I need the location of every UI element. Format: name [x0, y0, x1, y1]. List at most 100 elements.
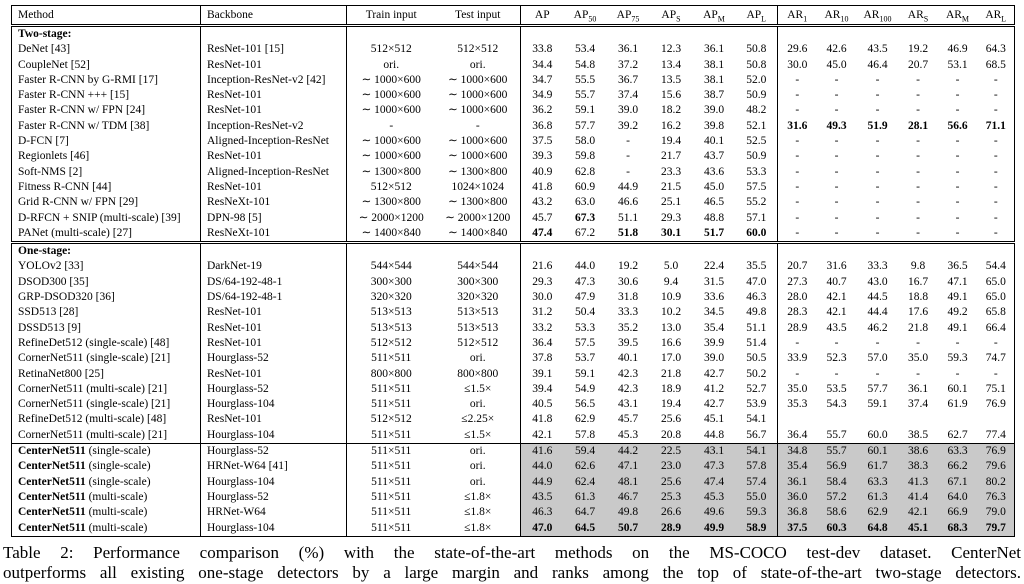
- column-header: AP: [520, 5, 564, 27]
- train-input-cell: ∼ 1000×600: [361, 104, 421, 117]
- metric-cell: -: [993, 165, 998, 178]
- train-input-cell: ∼ 1400×840: [361, 226, 421, 239]
- metric-cell: 50.7: [606, 520, 650, 537]
- metric-cell: -: [834, 89, 839, 102]
- test-input-cell: 513×513: [435, 320, 521, 336]
- metric-cell: 44.9: [520, 474, 564, 490]
- metric-cell: 60.9: [574, 180, 596, 193]
- train-input-cell: 511×511: [346, 443, 436, 460]
- metric-cell: 29.3: [660, 211, 682, 224]
- column-header: ARL: [977, 5, 1015, 27]
- train-input-cell: 511×511: [371, 382, 412, 395]
- metric-cell: -: [795, 89, 800, 102]
- metric-cell: -: [993, 367, 998, 380]
- metric-cell: 54.9: [574, 382, 596, 395]
- table-header: Method Backbone Train input Test input AP AP5…: [11, 5, 1015, 27]
- paper-table-figure: Method Backbone Train input Test input AP AP5…: [0, 5, 1024, 584]
- metric-cell: 56.6: [947, 119, 968, 132]
- metric-cell: 37.5: [777, 520, 817, 537]
- metric-cell: -: [993, 180, 998, 193]
- backbone-cell: Hourglass-104: [200, 520, 347, 537]
- metric-cell: 63.0: [574, 196, 596, 209]
- metric-cell: 46.2: [867, 321, 888, 334]
- metric-cell: 19.2: [907, 43, 929, 56]
- metric-cell: 53.7: [574, 352, 596, 365]
- test-input-cell: ∼ 1300×800: [435, 164, 521, 180]
- metric-cell: 61.3: [856, 489, 899, 506]
- metric-cell: 28.9: [787, 321, 808, 334]
- column-header: APM: [692, 5, 736, 27]
- metric-cell: 12.3: [660, 43, 682, 56]
- metric-cell: 19.2: [617, 260, 639, 273]
- metric-cell: 59.3: [735, 505, 778, 521]
- table-row: PANet (multi-scale) [27] ResNeXt-101 ∼ 140…: [11, 225, 1015, 243]
- table-row: Faster R-CNN w/ TDM [38] Inception-ResNet…: [11, 118, 1015, 135]
- metric-cell: 17.6: [907, 306, 929, 319]
- metric-cell: 54.1: [735, 443, 778, 460]
- table-row: GRP-DSOD320 [36] DS/64-192-48-1 320×320 320…: [11, 290, 1015, 306]
- metric-cell: 25.3: [649, 489, 693, 506]
- metric-cell: 45.7: [617, 413, 639, 426]
- empty-cell: [521, 26, 564, 43]
- metric-cell: 60.3: [816, 520, 857, 537]
- metric-cell: 33.6: [703, 291, 725, 304]
- column-header: ARM: [937, 5, 978, 27]
- empty-cell: [857, 26, 899, 43]
- test-input-cell: ∼ 1300×800: [435, 195, 521, 211]
- metric-cell: 46.5: [703, 196, 725, 209]
- metric-cell: 39.3: [532, 150, 553, 163]
- metric-cell: -: [955, 211, 960, 224]
- empty-cell: [937, 241, 978, 260]
- metric-cell: 62.9: [856, 505, 899, 521]
- metric-cell: -: [993, 73, 998, 86]
- metric-cell: 50.5: [735, 351, 778, 367]
- metric-cell: 28.9: [649, 520, 693, 537]
- metric-cell: 55.5: [574, 73, 596, 86]
- metric-cell: 46.9: [947, 43, 968, 56]
- metric-cell: 59.8: [574, 150, 596, 163]
- metric-cell: 64.8: [856, 520, 899, 537]
- metric-cell: 42.1: [826, 291, 847, 304]
- metric-cell: 39.2: [617, 119, 639, 132]
- metric-cell: 57.0: [867, 352, 888, 365]
- metric-cell: -: [834, 180, 839, 193]
- table-row: CenterNet511 (multi-scale) Hourglass-52 51…: [11, 489, 1015, 506]
- metric-cell: -: [955, 226, 960, 239]
- metric-cell: 17.0: [660, 352, 682, 365]
- train-input-cell: 511×511: [371, 398, 412, 411]
- metric-cell: -: [795, 73, 800, 86]
- metric-cell: 36.4: [532, 336, 553, 349]
- method-cell: Fitness R-CNN [44]: [11, 179, 201, 196]
- metric-cell: 48.1: [606, 474, 650, 490]
- metric-cell: 45.1: [703, 413, 725, 426]
- test-input-cell: ori.: [435, 443, 521, 460]
- metric-cell: 33.3: [617, 306, 639, 319]
- table-row: DSSD513 [9] ResNet-101 513×513 513×513 33.2 5…: [11, 320, 1015, 336]
- metric-cell: 18.2: [660, 104, 682, 117]
- metric-cell: 29.6: [787, 43, 808, 56]
- metric-cell: 52.0: [735, 72, 778, 89]
- metric-cell: 64.5: [563, 520, 607, 537]
- method-cell: CenterNet511 (single-scale): [11, 459, 201, 475]
- metric-cell: 56.5: [574, 398, 596, 411]
- metric-cell: 62.6: [563, 459, 607, 475]
- metric-cell: 55.7: [574, 89, 596, 102]
- backbone-cell: Hourglass-104: [200, 427, 347, 444]
- metric-cell: 39.0: [703, 352, 725, 365]
- backbone-cell: ResNet-101: [200, 412, 347, 428]
- test-input-cell: ∼ 2000×1200: [435, 210, 521, 226]
- test-input-cell: 512×512: [435, 335, 521, 352]
- train-input-cell: ∼ 1000×600: [361, 135, 421, 148]
- method-cell: DSSD513 [9]: [11, 320, 201, 336]
- table-row: D-RFCN + SNIP (multi-scale) [39] DPN-98 […: [11, 210, 1015, 226]
- metric-cell: 66.9: [937, 505, 978, 521]
- metric-cell: -: [834, 73, 839, 86]
- metric-cell: 66.4: [985, 321, 1006, 334]
- metric-cell: 51.4: [735, 335, 778, 352]
- metric-cell: -: [916, 367, 920, 380]
- metric-cell: 51.1: [735, 320, 778, 336]
- metric-cell: -: [875, 180, 880, 193]
- train-input-cell: 320×320: [370, 291, 412, 304]
- column-header: AP50: [563, 5, 607, 27]
- method-cell: Regionlets [46]: [11, 149, 201, 165]
